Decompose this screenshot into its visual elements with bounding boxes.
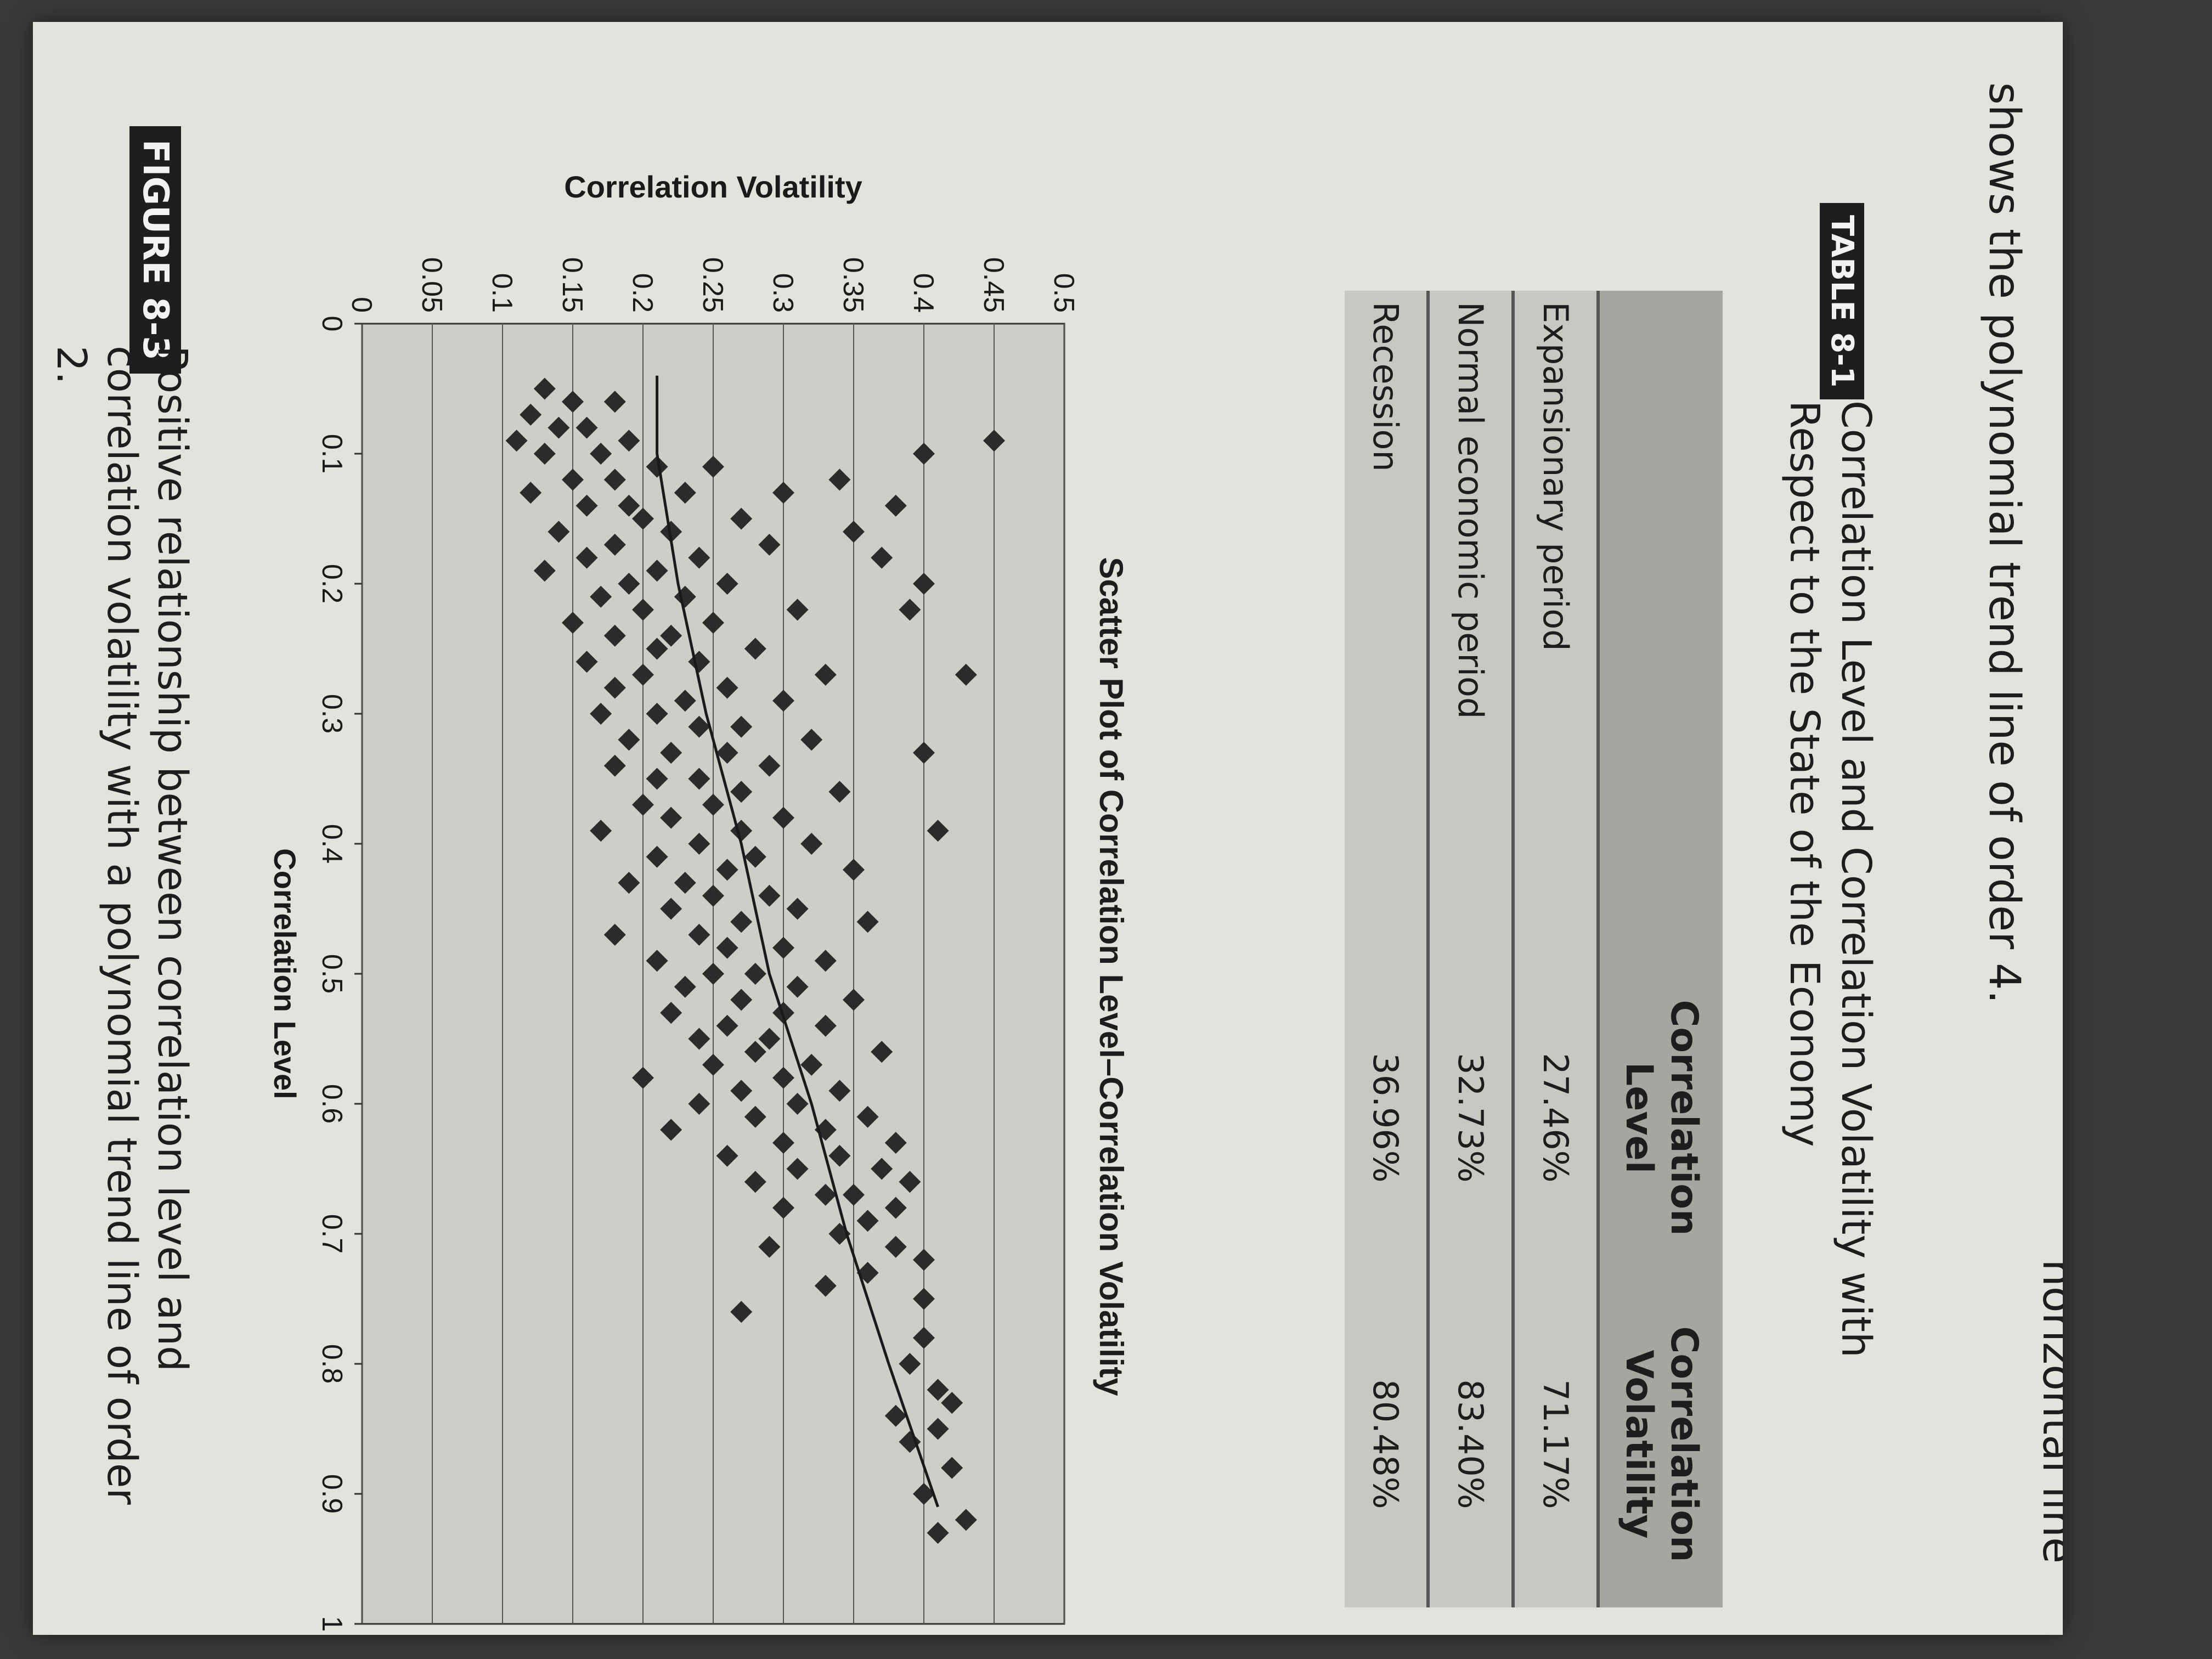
data-point: [927, 1522, 949, 1544]
chart-title: Scatter Plot of Correlation Level–Correl…: [1093, 557, 1130, 1396]
data-point: [702, 1053, 724, 1076]
data-point: [772, 1066, 794, 1089]
x-tick-label: 0.2: [316, 564, 348, 603]
table-label: TABLE 8-1: [1820, 203, 1864, 400]
correlation-table: Correlation Level Correlation Volatility…: [1345, 291, 1723, 1607]
x-tick-label: 0.1: [316, 434, 348, 473]
data-point: [632, 1066, 654, 1089]
y-axis-ticks: 0 0.05 0.1 0.15 0.2 0.25 0.3 0.35 0.4 0.45 0.5: [346, 257, 1080, 313]
data-point: [927, 1418, 949, 1440]
data-point: [702, 612, 724, 634]
table-cell-level: 27.46%: [1513, 954, 1598, 1281]
data-point: [520, 482, 542, 504]
table-cell-level: 32.73%: [1428, 954, 1513, 1281]
table-row: Recession 36.96% 80.48%: [1345, 291, 1428, 1607]
data-point: [913, 742, 935, 764]
data-point: [913, 573, 935, 595]
data-point: [702, 793, 724, 816]
data-point: [702, 884, 724, 907]
table-header-level: Correlation Level: [1598, 954, 1723, 1281]
x-tick-label: 0.7: [316, 1214, 348, 1254]
data-point: [927, 820, 949, 842]
data-point: [702, 455, 724, 478]
data-point: [772, 936, 794, 959]
x-tick-label: 0.3: [316, 694, 348, 733]
data-point: [843, 859, 865, 881]
rotated-page-content: horizontal line shows the polynomial tre…: [33, 22, 2063, 1635]
intro-line-2: horizontal line: [2033, 1259, 2063, 1564]
data-point: [843, 989, 865, 1011]
table-caption: Correlation Level and Correlation Volati…: [1781, 400, 1880, 1358]
table-cell-volatility: 80.48%: [1345, 1280, 1428, 1607]
data-point: [632, 793, 654, 816]
data-point: [927, 1379, 949, 1401]
table-row: Expansionary period 27.46% 71.17%: [1513, 291, 1598, 1607]
y-tick-label: 0.3: [767, 273, 799, 313]
table-cell-volatility: 83.40%: [1428, 1280, 1513, 1607]
y-tick-label: 0.4: [907, 273, 939, 313]
x-tick-label: 0.5: [316, 954, 348, 994]
y-tick-label: 0.2: [627, 273, 658, 313]
y-tick-label: 0.25: [697, 257, 729, 313]
intro-paragraph: horizontal line shows the polynomial tre…: [1977, 82, 2063, 1564]
table-cell-period: Expansionary period: [1513, 291, 1598, 955]
x-tick-label: 0.9: [316, 1474, 348, 1514]
data-point: [772, 690, 794, 712]
data-point: [913, 1327, 935, 1349]
figure-label: FIGURE 8-3: [129, 126, 181, 374]
book-page: horizontal line shows the polynomial tre…: [33, 22, 2063, 1635]
intro-line-1: shows the polynomial trend line of order…: [1979, 82, 2029, 1004]
y-tick-label: 0.5: [1048, 273, 1080, 313]
scatter-chart: 0 0.05 0.1 0.15 0.2 0.25 0.3 0.35 0.4 0.45 0.5 0 0.…: [268, 170, 1080, 1632]
data-point: [983, 430, 1005, 452]
x-axis-title: Correlation Level: [268, 848, 302, 1099]
y-axis-title: Correlation Volatility: [564, 170, 862, 204]
data-point: [562, 612, 584, 634]
data-point: [562, 391, 584, 413]
table-cell-period: Normal economic period: [1428, 291, 1513, 955]
data-point: [632, 507, 654, 530]
data-point: [632, 663, 654, 686]
figure-caption: Positive relationship between correlatio…: [48, 346, 196, 1505]
trend-line: [656, 375, 939, 1508]
data-point: [674, 690, 696, 712]
x-tick-label: 0.4: [316, 824, 348, 864]
data-point: [520, 403, 542, 426]
x-tick-label: 0.8: [316, 1344, 348, 1384]
data-point: [913, 1288, 935, 1310]
table-cell-level: 36.96%: [1345, 954, 1428, 1281]
y-tick-label: 0.45: [978, 257, 1009, 313]
table-header-empty: [1598, 291, 1723, 955]
table-row: Normal economic period 32.73% 83.40%: [1428, 291, 1513, 1607]
x-tick-label: 0: [316, 316, 348, 332]
data-point: [562, 469, 584, 491]
data-point: [702, 963, 724, 985]
data-point: [913, 443, 935, 465]
table-cell-period: Recession: [1345, 291, 1428, 955]
data-point: [772, 806, 794, 829]
table-cell-volatility: 71.17%: [1513, 1280, 1598, 1607]
x-tick-label: 1: [316, 1616, 348, 1632]
y-tick-label: 0.1: [486, 273, 518, 313]
data-point: [913, 1483, 935, 1505]
data-point: [772, 482, 794, 504]
x-tick-label: 0.6: [316, 1084, 348, 1124]
y-tick-label: 0.35: [837, 257, 869, 313]
data-point: [843, 521, 865, 543]
y-tick-label: 0.15: [556, 257, 588, 313]
data-point: [632, 599, 654, 621]
y-tick-label: 0: [346, 297, 377, 313]
table-header-row: Correlation Level Correlation Volatility: [1598, 291, 1723, 1607]
x-axis-ticks: 0 0.1 0.2 0.3 0.4 0.5 0.6 0.7 0.8 0.9 1: [316, 316, 362, 1632]
table-header-volatility: Correlation Volatility: [1598, 1280, 1723, 1607]
y-tick-label: 0.05: [416, 257, 448, 313]
